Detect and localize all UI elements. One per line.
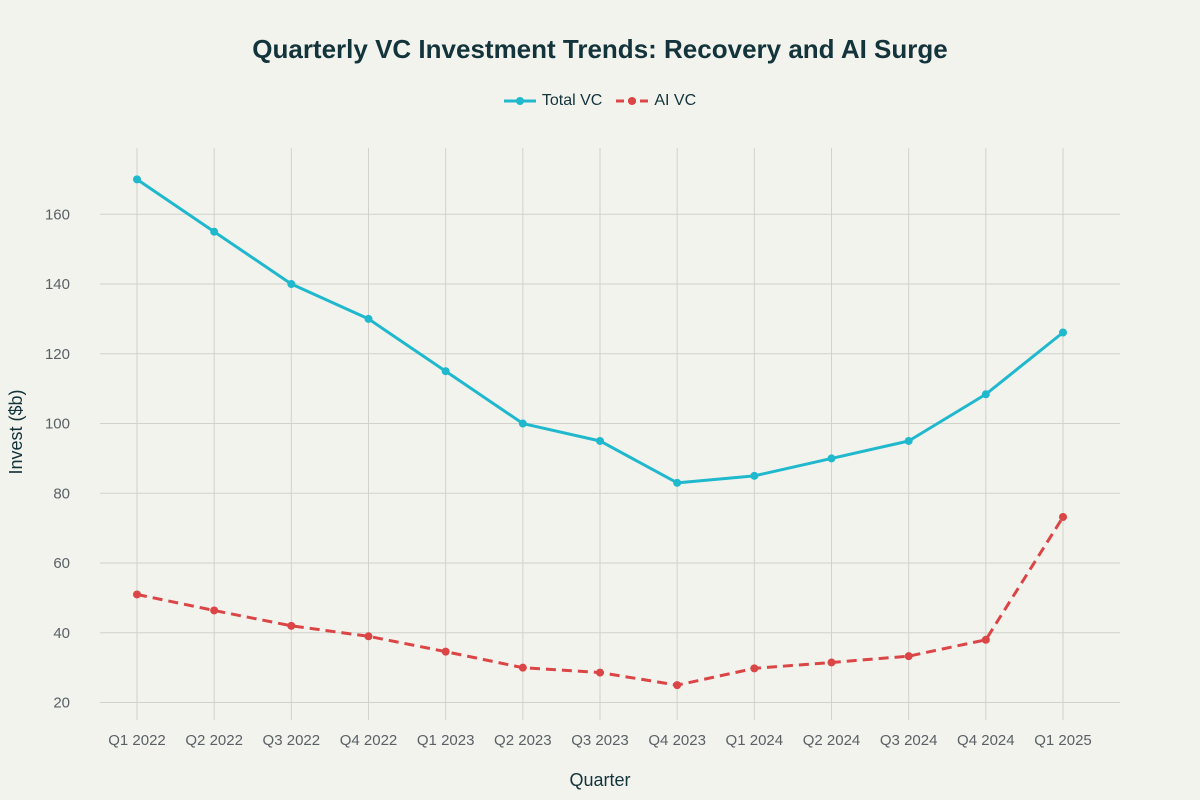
x-tick-label: Q3 2022 xyxy=(263,732,321,749)
data-point xyxy=(133,175,141,184)
x-tick-label: Q4 2022 xyxy=(340,732,398,749)
x-tick-label: Q2 2022 xyxy=(185,732,243,749)
x-tick-label: Q4 2023 xyxy=(648,732,706,749)
data-point xyxy=(210,227,219,236)
y-axis-label: Invest ($b) xyxy=(6,389,26,474)
data-point xyxy=(827,454,836,463)
data-point xyxy=(287,621,296,630)
data-point xyxy=(827,658,836,667)
data-point xyxy=(441,647,450,656)
data-point xyxy=(1059,328,1067,337)
x-tick-label: Q2 2023 xyxy=(494,732,552,749)
x-tick-label: Q1 2023 xyxy=(417,732,475,749)
data-point xyxy=(1059,513,1067,522)
data-point xyxy=(673,681,682,690)
data-point xyxy=(364,632,373,641)
data-point xyxy=(210,606,219,615)
legend-label-ai-vc: AI VC xyxy=(654,92,697,109)
legend-swatch-ai-vc xyxy=(616,97,649,105)
y-tick-label: 140 xyxy=(45,276,70,293)
data-point xyxy=(518,419,527,428)
data-point xyxy=(287,280,296,289)
y-tick-label: 120 xyxy=(45,346,70,363)
data-point xyxy=(441,367,450,376)
legend-label-total-vc: Total VC xyxy=(541,92,603,109)
x-tick-label: Q3 2023 xyxy=(571,732,629,749)
data-point xyxy=(518,663,527,672)
data-point xyxy=(750,664,759,673)
data-point xyxy=(596,668,604,677)
legend-item-ai-vc[interactable]: AI VC xyxy=(616,92,696,110)
data-point xyxy=(904,652,913,661)
data-point xyxy=(364,314,373,323)
y-tick-label: 80 xyxy=(53,485,70,502)
data-point xyxy=(904,436,913,445)
legend: Total VC AI VC xyxy=(0,92,1200,110)
y-tick-label: 20 xyxy=(53,695,70,712)
x-tick-label: Q1 2022 xyxy=(108,732,166,749)
data-point xyxy=(981,390,990,399)
x-tick-label: Q3 2024 xyxy=(880,732,938,749)
legend-item-total-vc[interactable]: Total VC xyxy=(503,92,603,110)
chart-title: Quarterly VC Investment Trends: Recovery… xyxy=(252,34,948,64)
data-point xyxy=(596,436,604,445)
data-point xyxy=(133,590,141,599)
x-axis-label: Quarter xyxy=(569,770,630,790)
x-tick-label: Q1 2025 xyxy=(1034,732,1092,749)
y-tick-label: 100 xyxy=(45,416,70,433)
y-tick-label: 160 xyxy=(45,206,70,223)
y-tick-label: 40 xyxy=(53,625,70,642)
x-tick-label: Q1 2024 xyxy=(726,732,784,749)
x-tick-label: Q4 2024 xyxy=(957,732,1015,749)
data-point xyxy=(750,471,759,480)
data-point xyxy=(981,635,990,644)
y-tick-label: 60 xyxy=(53,555,70,572)
legend-swatch-total-vc xyxy=(503,97,536,105)
data-point xyxy=(673,478,682,487)
x-tick-label: Q2 2024 xyxy=(803,732,861,749)
